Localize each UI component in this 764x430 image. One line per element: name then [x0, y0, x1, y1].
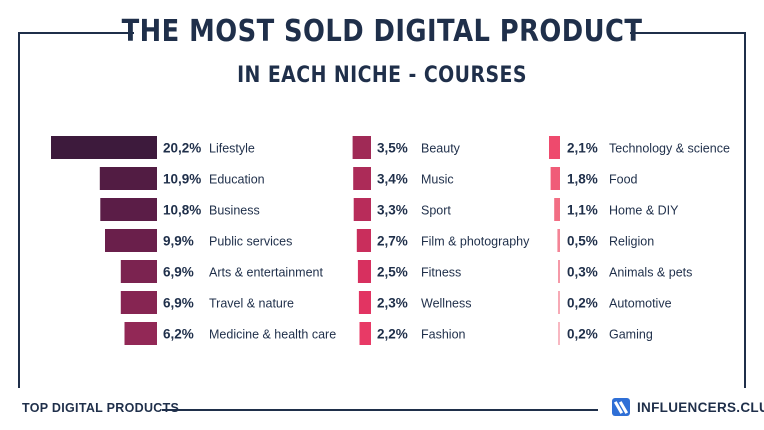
category-label-lifestyle: Lifestyle: [209, 142, 255, 156]
value-label-business: 10,8%: [163, 203, 201, 218]
value-label-sport: 3,3%: [377, 203, 408, 218]
category-label-food: Food: [609, 173, 638, 187]
value-label-automotive: 0,2%: [567, 296, 598, 311]
category-label-beauty: Beauty: [421, 142, 461, 156]
value-label-religion: 0,5%: [567, 234, 598, 249]
page-subtitle: IN EACH NICHE - COURSES: [237, 63, 527, 88]
bar-arts-entertainment: [120, 260, 157, 283]
category-label-gaming: Gaming: [609, 328, 653, 342]
category-label-fitness: Fitness: [421, 266, 461, 280]
frame-top-right-line: [630, 32, 746, 34]
category-label-automotive: Automotive: [609, 297, 672, 311]
value-label-home-diy: 1,1%: [567, 203, 598, 218]
category-label-medicine-health-care: Medicine & health care: [209, 328, 336, 342]
frame-left-line: [18, 32, 20, 388]
category-label-technology-science: Technology & science: [609, 142, 730, 156]
bar-home-diy: [554, 198, 560, 221]
value-label-music: 3,4%: [377, 172, 408, 187]
value-label-arts-entertainment: 6,9%: [163, 265, 194, 280]
value-label-gaming: 0,2%: [567, 327, 598, 342]
bar-religion: [557, 229, 560, 252]
brand-logo[interactable]: INFLUENCERS.CLUB: [612, 398, 764, 416]
value-label-food: 1,8%: [567, 172, 598, 187]
category-label-film-photography: Film & photography: [421, 235, 530, 249]
bar-music: [353, 167, 371, 190]
value-label-public-services: 9,9%: [163, 234, 194, 249]
footer-divider: [162, 409, 598, 411]
bar-fashion: [359, 322, 371, 345]
category-label-music: Music: [421, 173, 454, 187]
page-title: THE MOST SOLD DIGITAL PRODUCT: [121, 14, 643, 49]
bar-business: [100, 198, 157, 221]
value-label-medicine-health-care: 6,2%: [163, 327, 194, 342]
bar-beauty: [352, 136, 371, 159]
bar-film-photography: [356, 229, 371, 252]
bar-gaming: [558, 322, 560, 345]
bar-automotive: [558, 291, 560, 314]
frame-top-left-line: [18, 32, 134, 34]
bar-sport: [353, 198, 371, 221]
value-label-wellness: 2,3%: [377, 296, 408, 311]
footer-label: TOP DIGITAL PRODUCTS: [22, 401, 180, 415]
category-label-animals-pets: Animals & pets: [609, 266, 692, 280]
bar-wellness: [358, 291, 371, 314]
category-label-wellness: Wellness: [421, 297, 471, 311]
value-label-beauty: 3,5%: [377, 141, 408, 156]
category-label-arts-entertainment: Arts & entertainment: [209, 266, 323, 280]
bar-animals-pets: [558, 260, 560, 283]
influencers-club-icon: [612, 398, 630, 416]
category-label-sport: Sport: [421, 204, 451, 218]
value-label-animals-pets: 0,3%: [567, 265, 598, 280]
category-label-public-services: Public services: [209, 235, 292, 249]
category-label-business: Business: [209, 204, 260, 218]
category-label-fashion: Fashion: [421, 328, 466, 342]
category-label-home-diy: Home & DIY: [609, 204, 679, 218]
brand-name: INFLUENCERS.CLUB: [637, 399, 764, 415]
value-label-fashion: 2,2%: [377, 327, 408, 342]
frame-right-line: [744, 32, 746, 388]
bar-education: [99, 167, 157, 190]
category-label-religion: Religion: [609, 235, 654, 249]
bar-technology-science: [549, 136, 560, 159]
value-label-lifestyle: 20,2%: [163, 141, 201, 156]
value-label-fitness: 2,5%: [377, 265, 408, 280]
category-label-travel-nature: Travel & nature: [209, 297, 294, 311]
bar-travel-nature: [120, 291, 157, 314]
bar-fitness: [357, 260, 371, 283]
bar-medicine-health-care: [124, 322, 157, 345]
bar-lifestyle: [51, 136, 157, 159]
value-label-education: 10,9%: [163, 172, 201, 187]
value-label-film-photography: 2,7%: [377, 234, 408, 249]
bar-food: [550, 167, 560, 190]
value-label-travel-nature: 6,9%: [163, 296, 194, 311]
category-label-education: Education: [209, 173, 265, 187]
bar-public-services: [105, 229, 157, 252]
value-label-technology-science: 2,1%: [567, 141, 598, 156]
